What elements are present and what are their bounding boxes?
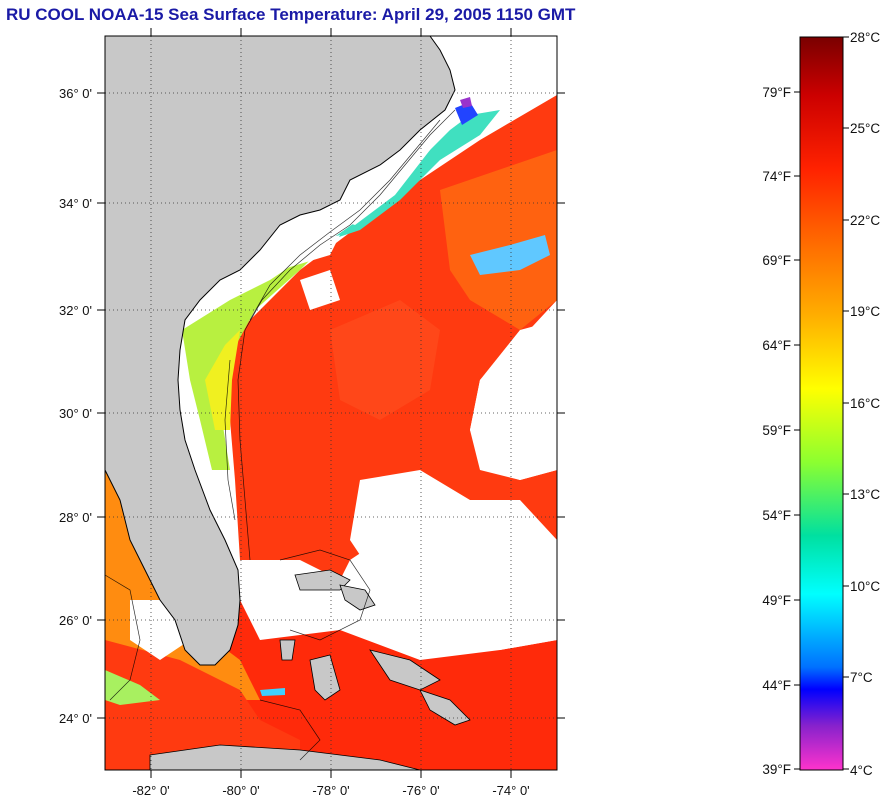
lat-label-26: 26° 0' <box>59 613 92 628</box>
colorbar-c-10: 10°C <box>850 579 880 594</box>
colorbar-c-28: 28°C <box>850 30 880 45</box>
map-grid <box>105 36 557 770</box>
lat-label-24: 24° 0' <box>59 711 92 726</box>
lon-label-78: -78° 0' <box>312 783 349 798</box>
colorbar-gradient <box>799 36 844 771</box>
lat-label-32: 32° 0' <box>59 303 92 318</box>
cloud-mask <box>130 235 557 660</box>
lat-label-28: 28° 0' <box>59 510 92 525</box>
lon-label-74: -74° 0' <box>492 783 529 798</box>
colorbar-c-4: 4°C <box>850 763 873 778</box>
colorbar-c-13: 13°C <box>850 487 880 502</box>
colorbar-c-25: 25°C <box>850 121 880 136</box>
colorbar: 28°C 25°C 22°C 19°C 16°C 13°C 10°C 7°C 4… <box>762 30 880 778</box>
colorbar-f-59: 59°F <box>762 423 791 438</box>
longitude-axis: -82° 0' -80° 0' -78° 0' -76° 0' -74° 0' <box>132 28 530 798</box>
lat-label-34: 34° 0' <box>59 196 92 211</box>
colorbar-f-74: 74°F <box>762 169 791 184</box>
map-title: RU COOL NOAA-15 Sea Surface Temperature:… <box>6 5 576 24</box>
colorbar-f-54: 54°F <box>762 508 791 523</box>
bahamas-islands <box>279 569 471 726</box>
map-plot-area <box>105 36 557 770</box>
colorbar-f-49: 49°F <box>762 593 791 608</box>
lon-label-82: -82° 0' <box>132 783 169 798</box>
bathymetry-contours <box>105 109 456 761</box>
colorbar-f-39: 39°F <box>762 762 791 777</box>
colorbar-f-44: 44°F <box>762 678 791 693</box>
lat-label-36: 36° 0' <box>59 86 92 101</box>
lon-label-76: -76° 0' <box>402 783 439 798</box>
latitude-axis: 36° 0' 34° 0' 32° 0' 30° 0' 28° 0' 26° 0… <box>59 86 565 726</box>
colorbar-c-7: 7°C <box>850 670 873 685</box>
colorbar-f-79: 79°F <box>762 85 791 100</box>
lon-label-80: -80° 0' <box>222 783 259 798</box>
colorbar-c-22: 22°C <box>850 213 880 228</box>
colorbar-c-19: 19°C <box>850 304 880 319</box>
colorbar-f-69: 69°F <box>762 253 791 268</box>
land-mass <box>105 36 456 666</box>
colorbar-f-64: 64°F <box>762 338 791 353</box>
colorbar-c-16: 16°C <box>850 396 880 411</box>
lat-label-30: 30° 0' <box>59 406 92 421</box>
